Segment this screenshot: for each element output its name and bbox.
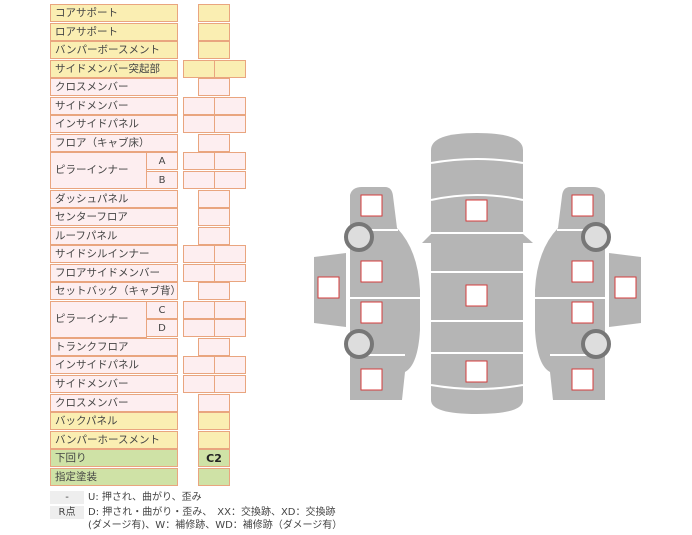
legend-row: - U: 押され、曲がり、歪み <box>50 491 202 504</box>
result-cell-right[interactable] <box>214 59 246 78</box>
row-label: サイドメンバー <box>50 96 178 115</box>
row-sublabel: D <box>146 319 178 338</box>
row-label: バックパネル <box>50 412 178 431</box>
marker-left-front[interactable] <box>360 194 383 217</box>
row-label: コアサポート <box>50 4 178 22</box>
row-label: ダッシュパネル <box>50 189 178 208</box>
wheel-icon <box>344 222 374 252</box>
row-label: フロア（キャブ床） <box>50 133 178 152</box>
marker-right-sill[interactable] <box>571 301 594 324</box>
result-cell-right[interactable] <box>214 152 246 171</box>
row-label: 下回り <box>50 449 178 468</box>
result-cell[interactable]: C2 <box>198 449 230 468</box>
marker-left-door[interactable] <box>317 276 340 299</box>
result-cell-right[interactable] <box>214 375 246 393</box>
marker-right-rear[interactable] <box>571 368 594 391</box>
row-label: トランクフロア <box>50 337 178 356</box>
top-view <box>422 133 533 414</box>
result-cell-right[interactable] <box>214 170 246 189</box>
row-label: サイドメンバー突起部 <box>50 59 178 78</box>
row-label: サイドメンバー <box>50 375 178 393</box>
wheel-icon <box>344 329 374 359</box>
result-cell[interactable] <box>198 430 230 449</box>
marker-trunk[interactable] <box>465 360 488 383</box>
wheel-icon <box>581 329 611 359</box>
row-label: センターフロア <box>50 208 178 227</box>
marker-left-sill[interactable] <box>360 301 383 324</box>
wheel-icon <box>581 222 611 252</box>
row-label: ピラーインナー <box>50 152 147 190</box>
row-label: ロアサポート <box>50 22 178 41</box>
row-label: バンパーボースメント <box>50 41 178 60</box>
marker-hood[interactable] <box>465 199 488 222</box>
row-label: サイドシルインナー <box>50 245 178 264</box>
result-cell[interactable] <box>198 337 230 356</box>
result-cell[interactable] <box>198 22 230 41</box>
result-cell-right[interactable] <box>214 300 246 319</box>
result-cell[interactable] <box>198 41 230 60</box>
legend-text: U: 押され、曲がり、歪み <box>88 492 202 503</box>
row-label: フロアサイドメンバー <box>50 263 178 282</box>
result-cell[interactable] <box>198 78 230 97</box>
damage-markers <box>317 194 637 391</box>
result-cell-right[interactable] <box>214 263 246 282</box>
row-label: クロスメンバー <box>50 78 178 97</box>
result-cell[interactable] <box>198 282 230 301</box>
legend-text-continued: (ダメージ有)、W：補修跡、WD：補修跡（ダメージ有） <box>88 520 343 531</box>
right-wheels <box>581 222 611 359</box>
left-wheels <box>344 222 374 359</box>
row-label: 指定塗装 <box>50 467 178 486</box>
marker-roof[interactable] <box>465 284 488 307</box>
row-sublabel: A <box>146 152 178 171</box>
row-label: ルーフパネル <box>50 226 178 245</box>
result-cell-right[interactable] <box>214 356 246 375</box>
result-cell-right[interactable] <box>214 96 246 115</box>
result-cell[interactable] <box>198 133 230 152</box>
marker-left-rear[interactable] <box>360 368 383 391</box>
legend-key: R点 <box>50 506 84 519</box>
legend-key: - <box>50 491 84 504</box>
result-cell-right[interactable] <box>214 319 246 338</box>
top-view-lines <box>430 158 524 390</box>
result-cell-right[interactable] <box>214 115 246 134</box>
result-cell[interactable] <box>198 208 230 227</box>
marker-right-front[interactable] <box>571 194 594 217</box>
row-sublabel: C <box>146 300 178 319</box>
row-label: インサイドパネル <box>50 115 178 134</box>
result-cell[interactable] <box>198 467 230 486</box>
row-label: セットバック（キャブ背） <box>50 282 178 301</box>
result-cell-right[interactable] <box>214 245 246 264</box>
row-label: クロスメンバー <box>50 393 178 412</box>
result-cell[interactable] <box>198 393 230 412</box>
row-label: インサイドパネル <box>50 356 178 375</box>
result-cell[interactable] <box>198 189 230 208</box>
legend-text: D: 押され・曲がり・歪み、 XX：交換跡、XD：交換跡 <box>88 507 336 518</box>
result-cell[interactable] <box>198 4 230 22</box>
row-sublabel: B <box>146 170 178 189</box>
marker-right-pillar[interactable] <box>571 260 594 283</box>
marker-left-pillar[interactable] <box>360 260 383 283</box>
row-label: バンパーホースメント <box>50 430 178 449</box>
result-cell[interactable] <box>198 412 230 431</box>
row-label: ピラーインナー <box>50 300 147 338</box>
result-cell[interactable] <box>198 226 230 245</box>
marker-right-door[interactable] <box>614 276 637 299</box>
legend-row: R点 D: 押され・曲がり・歪み、 XX：交換跡、XD：交換跡 (ダメージ有)、W… <box>50 506 342 532</box>
